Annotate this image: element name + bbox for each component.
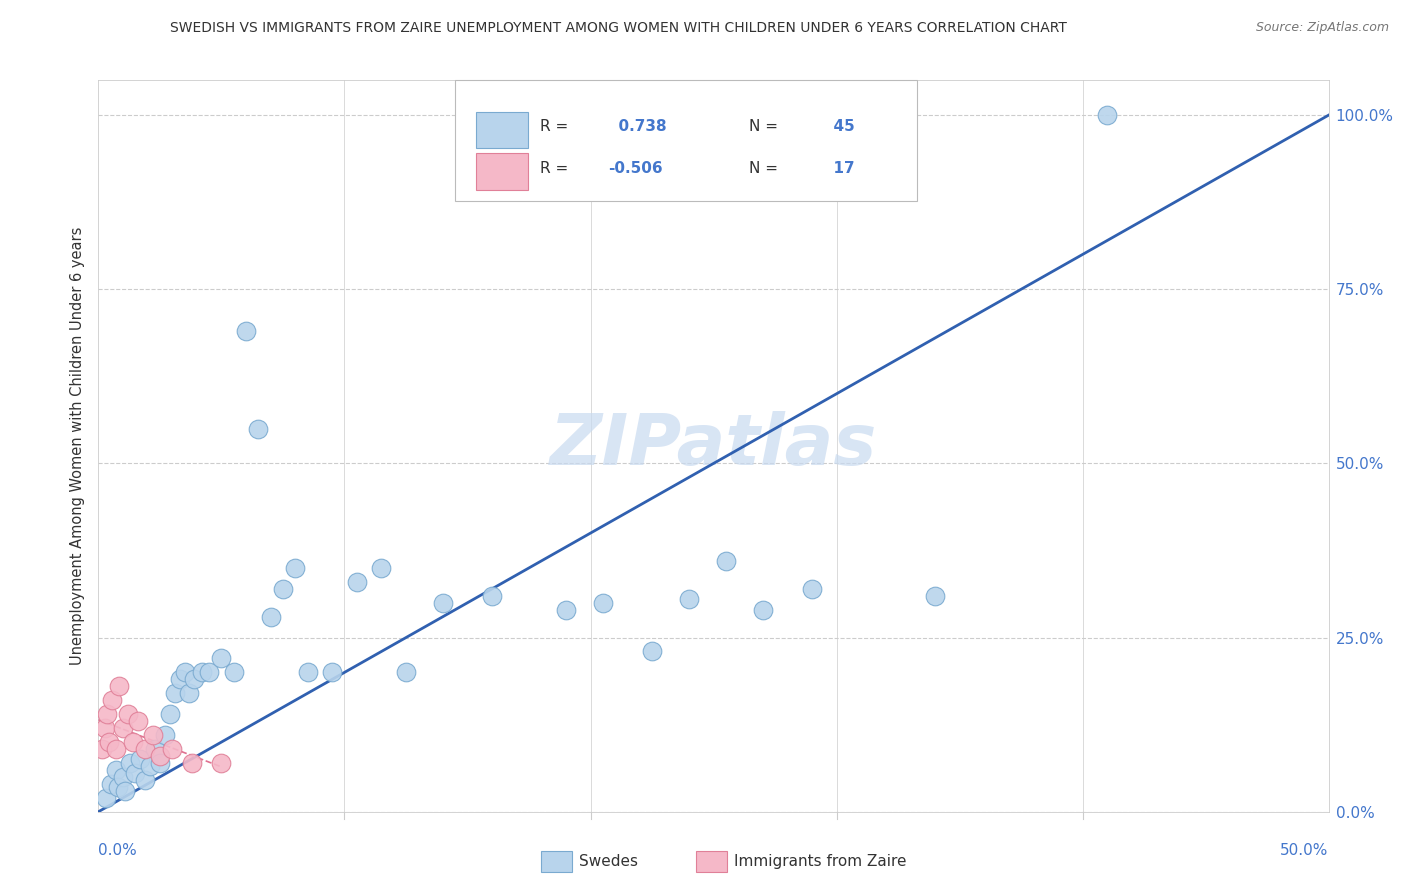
Point bbox=[678, 592, 700, 607]
Point bbox=[107, 780, 129, 795]
Point bbox=[120, 756, 142, 770]
Point bbox=[159, 707, 181, 722]
Text: Source: ZipAtlas.com: Source: ZipAtlas.com bbox=[1256, 21, 1389, 34]
Text: 50.0%: 50.0% bbox=[1281, 843, 1329, 858]
Point bbox=[179, 686, 201, 700]
Point bbox=[432, 596, 454, 610]
Point bbox=[346, 574, 368, 589]
Point bbox=[198, 665, 221, 680]
Point bbox=[714, 554, 737, 568]
Point bbox=[222, 665, 245, 680]
Point bbox=[481, 589, 503, 603]
Point bbox=[124, 766, 146, 780]
Point bbox=[134, 742, 156, 756]
Point bbox=[163, 686, 186, 700]
Text: -0.506: -0.506 bbox=[607, 161, 662, 176]
Text: 0.0%: 0.0% bbox=[98, 843, 138, 858]
Bar bbox=[477, 153, 527, 190]
FancyBboxPatch shape bbox=[456, 80, 917, 201]
Point bbox=[555, 603, 578, 617]
Point bbox=[134, 773, 156, 788]
Point bbox=[114, 784, 136, 798]
Point bbox=[104, 763, 127, 777]
Text: N =: N = bbox=[749, 119, 783, 134]
Point bbox=[271, 582, 294, 596]
Point bbox=[641, 644, 664, 658]
Point bbox=[752, 603, 775, 617]
Point bbox=[162, 742, 183, 756]
Point bbox=[592, 596, 614, 610]
Text: 45: 45 bbox=[823, 119, 855, 134]
Point bbox=[122, 735, 145, 749]
Point bbox=[143, 742, 166, 756]
Point bbox=[149, 756, 172, 770]
Point bbox=[112, 770, 135, 784]
Text: R =: R = bbox=[540, 119, 574, 134]
Point bbox=[321, 665, 343, 680]
Point bbox=[1097, 108, 1119, 122]
Point bbox=[139, 759, 162, 773]
Point bbox=[108, 679, 131, 693]
Point bbox=[247, 421, 270, 435]
Text: 0.738: 0.738 bbox=[607, 119, 666, 134]
Point bbox=[98, 735, 121, 749]
Point bbox=[235, 324, 257, 338]
Bar bbox=[477, 112, 527, 148]
Point bbox=[370, 561, 392, 575]
Point bbox=[112, 721, 135, 735]
Point bbox=[91, 742, 114, 756]
Point bbox=[94, 790, 117, 805]
Point bbox=[96, 707, 118, 722]
Point bbox=[181, 756, 204, 770]
Point bbox=[924, 589, 946, 603]
Point bbox=[260, 609, 283, 624]
Point bbox=[127, 714, 149, 728]
Point bbox=[93, 721, 115, 735]
Point bbox=[129, 752, 152, 766]
Point bbox=[191, 665, 214, 680]
Point bbox=[284, 561, 307, 575]
Text: Swedes: Swedes bbox=[579, 855, 638, 869]
Text: Immigrants from Zaire: Immigrants from Zaire bbox=[734, 855, 907, 869]
Point bbox=[801, 582, 824, 596]
Text: 17: 17 bbox=[823, 161, 855, 176]
Text: ZIPatlas: ZIPatlas bbox=[550, 411, 877, 481]
Point bbox=[211, 651, 233, 665]
Text: SWEDISH VS IMMIGRANTS FROM ZAIRE UNEMPLOYMENT AMONG WOMEN WITH CHILDREN UNDER 6 : SWEDISH VS IMMIGRANTS FROM ZAIRE UNEMPLO… bbox=[170, 21, 1067, 35]
Y-axis label: Unemployment Among Women with Children Under 6 years: Unemployment Among Women with Children U… bbox=[69, 227, 84, 665]
Text: N =: N = bbox=[749, 161, 783, 176]
Point bbox=[211, 756, 233, 770]
Point bbox=[149, 749, 172, 764]
Point bbox=[117, 707, 139, 722]
Point bbox=[169, 673, 191, 687]
Text: R =: R = bbox=[540, 161, 574, 176]
Point bbox=[395, 665, 418, 680]
Point bbox=[183, 673, 205, 687]
Point bbox=[104, 742, 127, 756]
Point bbox=[173, 665, 195, 680]
Point bbox=[153, 728, 176, 742]
Point bbox=[100, 777, 122, 791]
Point bbox=[142, 728, 165, 742]
Point bbox=[297, 665, 319, 680]
Point bbox=[101, 693, 124, 707]
